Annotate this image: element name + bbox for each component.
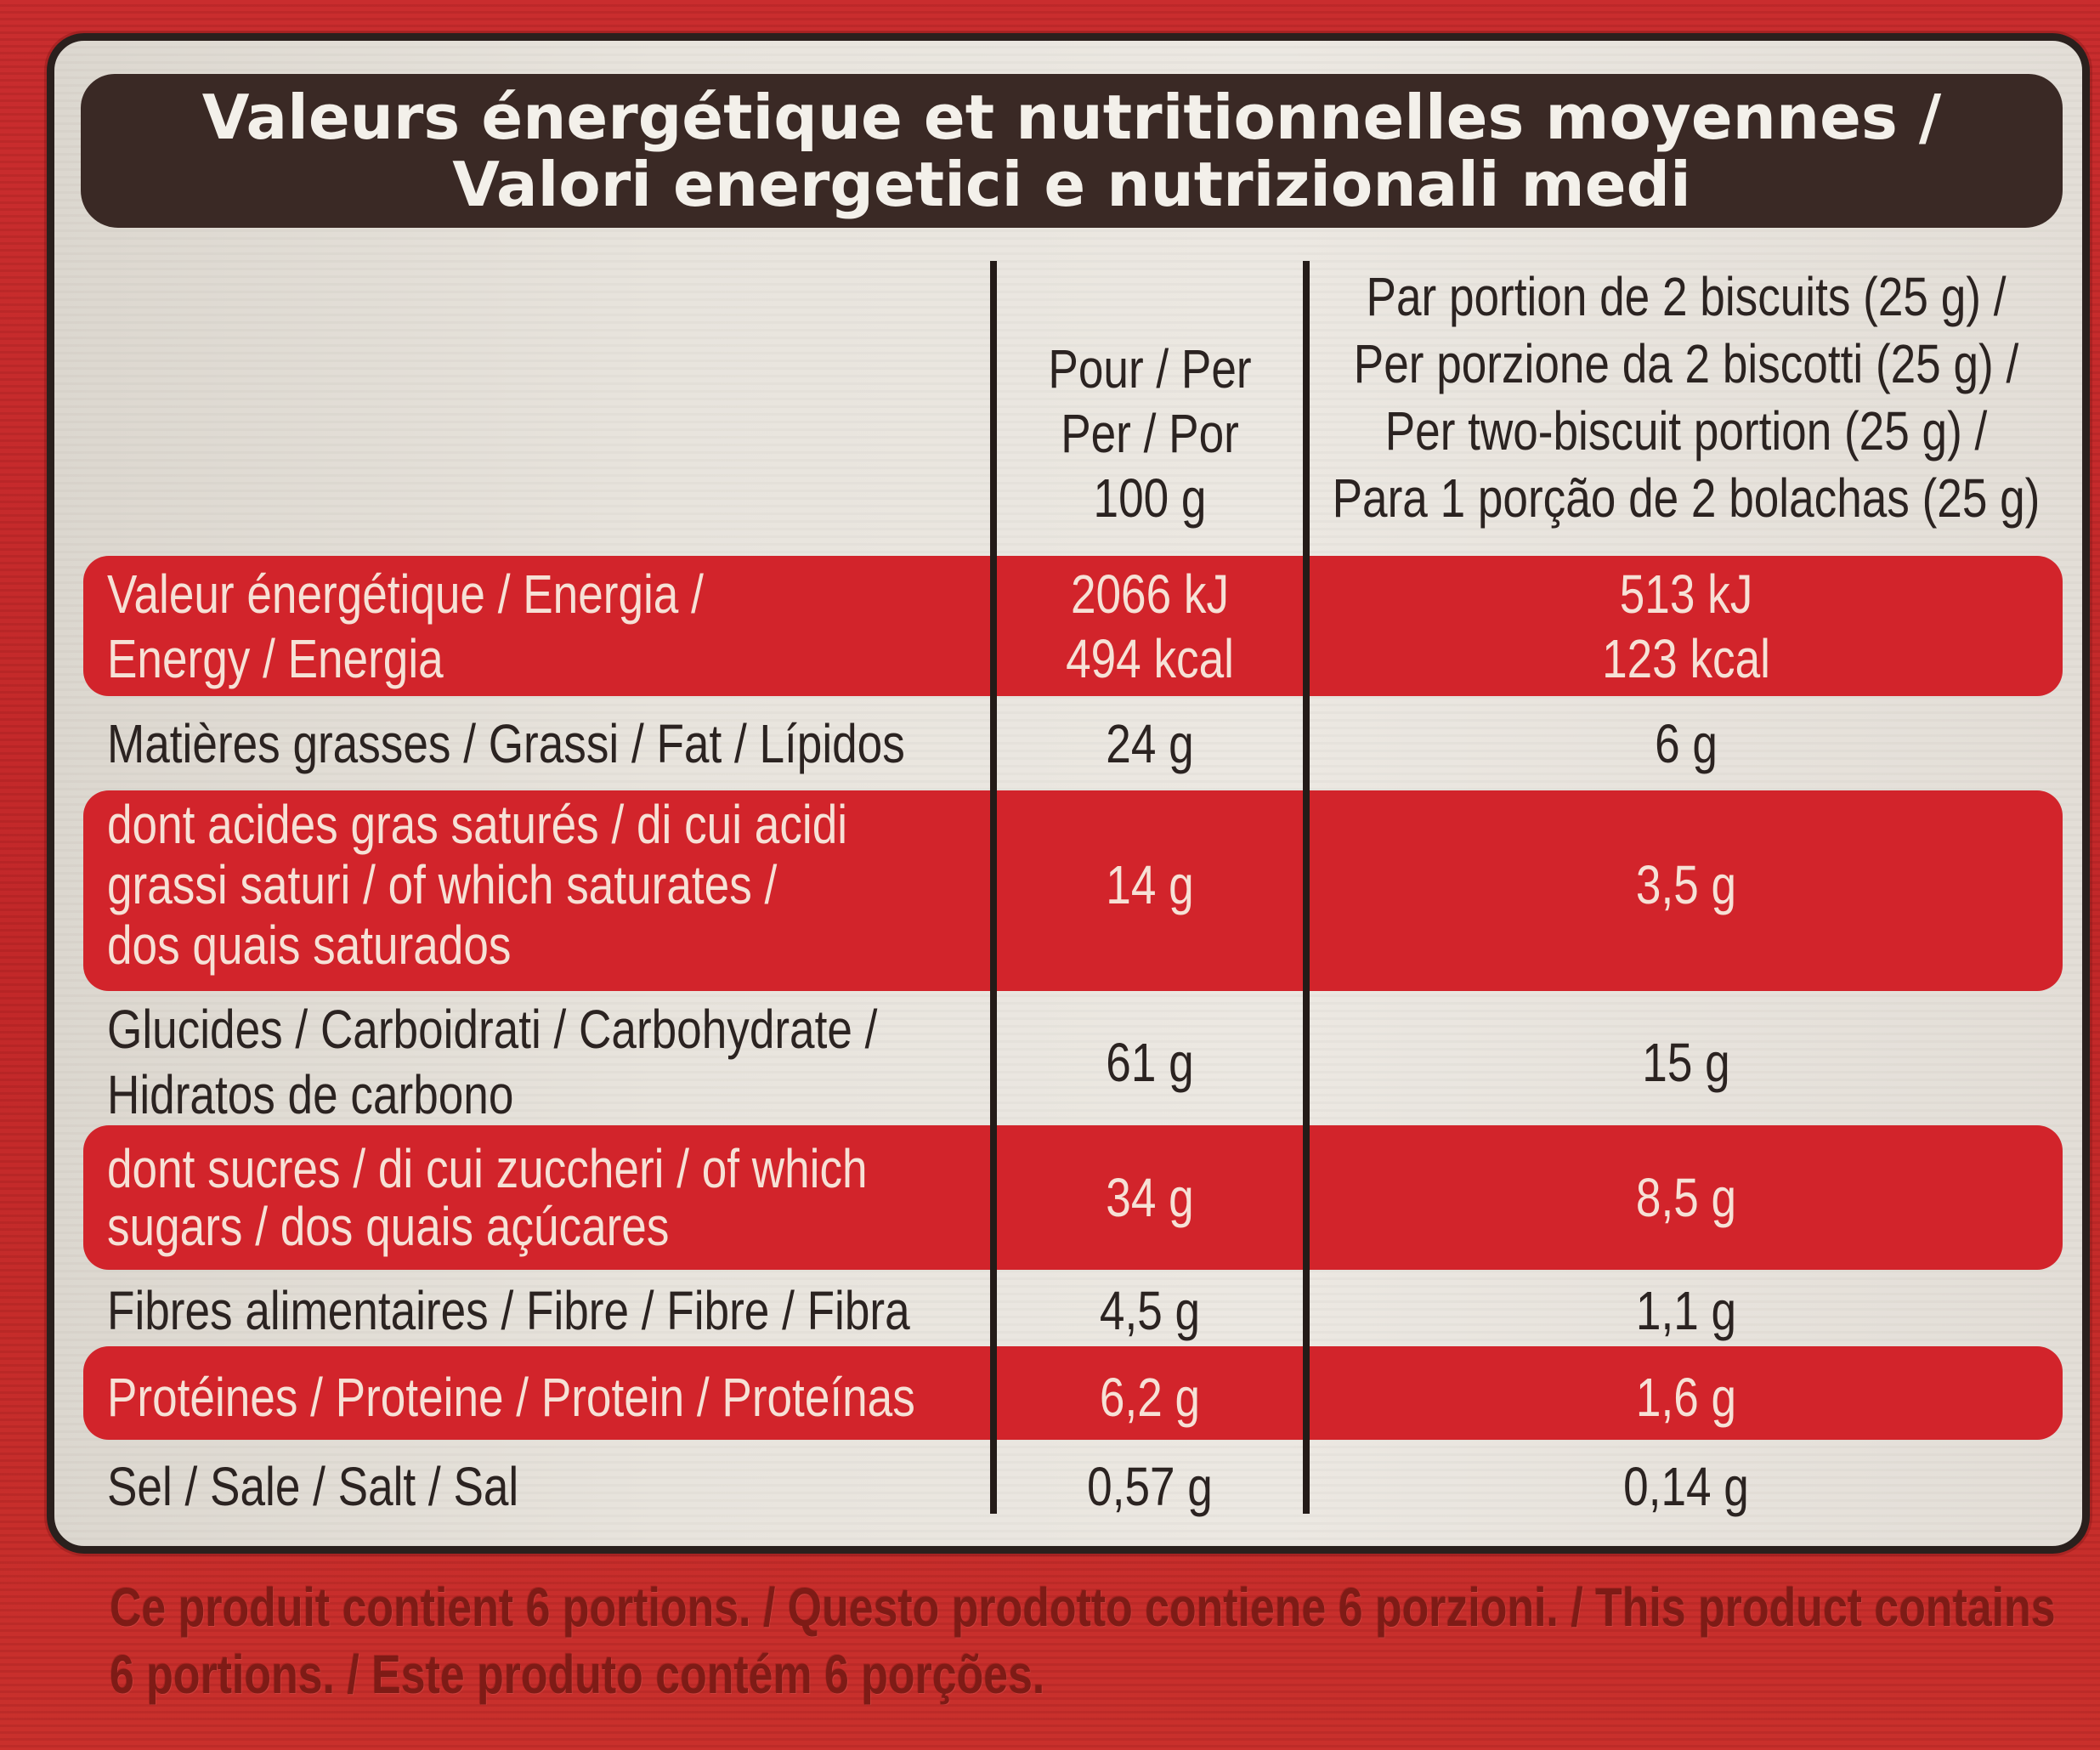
value-line: 123 kcal xyxy=(1602,627,1770,689)
value-line: 0,14 g xyxy=(1623,1456,1749,1517)
nutrient-row-salt: Sel / Sale / Salt / Sal 0,57 g 0,14 g xyxy=(0,1444,2100,1529)
value-per-portion: 8,5 g xyxy=(1312,1125,2060,1270)
value-line: 4,5 g xyxy=(1099,1280,1201,1341)
title-line-it: Valori energetici e nutrizionali medi xyxy=(452,148,1691,220)
nutrient-label: Matières grasses / Grassi / Fat / Lípido… xyxy=(107,696,977,790)
nutrient-label-line: sugars / dos quais açúcares xyxy=(107,1196,670,1257)
column-header-per-100g: Pour / Per Per / Por 100 g xyxy=(1023,337,1277,530)
value-line: 513 kJ xyxy=(1619,563,1753,625)
nutrient-label: dont sucres / di cui zuccheri / of which… xyxy=(107,1125,977,1270)
value-per-100g: 0,57 g xyxy=(1023,1444,1277,1529)
value-line: 61 g xyxy=(1106,1031,1194,1093)
nutrient-label-line: Energy / Energia xyxy=(107,627,444,689)
nutrient-row-protein: Protéines / Proteine / Protein / Proteín… xyxy=(0,1351,2100,1444)
value-per-portion: 1,6 g xyxy=(1312,1351,2060,1444)
nutrient-label: Fibres alimentaires / Fibre / Fibre / Fi… xyxy=(107,1275,977,1346)
nutrient-label-line: Valeur énergétique / Energia / xyxy=(107,563,704,625)
nutrient-row-sugars: dont sucres / di cui zuccheri / of which… xyxy=(0,1125,2100,1270)
row-band-saturates xyxy=(83,790,2063,991)
value-line: 0,57 g xyxy=(1087,1456,1213,1517)
nutrient-label-line: Fibres alimentaires / Fibre / Fibre / Fi… xyxy=(107,1280,910,1341)
nutrient-label-line: Hidratos de carbono xyxy=(107,1064,514,1125)
nutrient-label: Glucides / Carboidrati / Carbohydrate / … xyxy=(107,995,977,1130)
value-per-100g: 6,2 g xyxy=(1023,1351,1277,1444)
nutrient-label-line: Matières grasses / Grassi / Fat / Lípido… xyxy=(107,712,905,774)
value-line: 3,5 g xyxy=(1635,853,1737,915)
value-line: 8,5 g xyxy=(1635,1167,1737,1228)
column-header-line: Per / Por xyxy=(1061,403,1239,464)
nutrient-label-line: dont sucres / di cui zuccheri / of which xyxy=(107,1138,868,1199)
column-header-line: Per two-biscuit portion (25 g) / xyxy=(1384,400,1988,462)
value-per-portion: 6 g xyxy=(1312,696,2060,790)
row-band-energy xyxy=(83,556,2063,696)
value-line: 2066 kJ xyxy=(1070,563,1230,625)
value-line: 6,2 g xyxy=(1099,1367,1201,1428)
value-per-100g: 61 g xyxy=(1023,995,1277,1130)
value-line: 24 g xyxy=(1106,712,1194,774)
column-divider-left xyxy=(990,261,997,1514)
value-per-portion: 1,1 g xyxy=(1312,1275,2060,1346)
table-title: Valeurs énergétique et nutritionnelles m… xyxy=(81,74,2063,228)
portions-note-line: 6 portions. / Este produto contém 6 porç… xyxy=(110,1644,1045,1705)
value-line: 14 g xyxy=(1106,853,1194,915)
portions-note-line: Ce produit contient 6 portions. / Questo… xyxy=(110,1577,2056,1638)
value-line: 6 g xyxy=(1655,712,1718,774)
nutrient-row-saturates: dont acides gras saturés / di cui acidi … xyxy=(0,790,2100,979)
nutrient-label-line: grassi saturi / of which saturates / xyxy=(107,853,778,915)
portions-note: Ce produit contient 6 portions. / Questo… xyxy=(110,1574,2058,1708)
column-header-line: Par portion de 2 biscuits (25 g) / xyxy=(1366,266,2007,327)
nutrient-label-line: dont acides gras saturés / di cui acidi xyxy=(107,793,848,855)
nutrient-label-line: Protéines / Proteine / Protein / Proteín… xyxy=(107,1367,915,1428)
nutrient-label: Sel / Sale / Salt / Sal xyxy=(107,1444,977,1529)
row-band-sugars xyxy=(83,1125,2063,1270)
nutrient-row-fat: Matières grasses / Grassi / Fat / Lípido… xyxy=(0,696,2100,790)
column-header-line: 100 g xyxy=(1093,467,1207,529)
value-per-portion: 3,5 g xyxy=(1312,790,2060,979)
value-line: 1,1 g xyxy=(1635,1280,1737,1341)
value-per-portion: 15 g xyxy=(1312,995,2060,1130)
column-header-line: Para 1 porção de 2 bolachas (25 g) xyxy=(1332,467,2041,529)
column-header-line: Per porzione da 2 biscotti (25 g) / xyxy=(1353,333,2019,394)
column-divider-right xyxy=(1303,261,1310,1514)
nutrient-label: dont acides gras saturés / di cui acidi … xyxy=(107,790,977,979)
value-per-100g: 14 g xyxy=(1023,790,1277,979)
value-per-portion: 513 kJ 123 kcal xyxy=(1312,556,2060,696)
column-header-per-portion: Par portion de 2 biscuits (25 g) / Per p… xyxy=(1312,263,2060,532)
nutrient-row-fibre: Fibres alimentaires / Fibre / Fibre / Fi… xyxy=(0,1275,2100,1346)
nutrient-label: Protéines / Proteine / Protein / Proteín… xyxy=(107,1351,977,1444)
value-line: 1,6 g xyxy=(1635,1367,1737,1428)
nutrient-row-carbohydrate: Glucides / Carboidrati / Carbohydrate / … xyxy=(0,995,2100,1130)
nutrient-label-line: Glucides / Carboidrati / Carbohydrate / xyxy=(107,999,878,1060)
value-line: 494 kcal xyxy=(1066,627,1234,689)
title-line-fr: Valeurs énergétique et nutritionnelles m… xyxy=(201,81,1942,153)
value-line: 34 g xyxy=(1106,1167,1194,1228)
nutrient-label: Valeur énergétique / Energia / Energy / … xyxy=(107,556,977,696)
value-per-portion: 0,14 g xyxy=(1312,1444,2060,1529)
value-per-100g: 24 g xyxy=(1023,696,1277,790)
value-per-100g: 2066 kJ 494 kcal xyxy=(1023,556,1277,696)
value-per-100g: 34 g xyxy=(1023,1125,1277,1270)
value-per-100g: 4,5 g xyxy=(1023,1275,1277,1346)
nutrient-label-line: Sel / Sale / Salt / Sal xyxy=(107,1456,519,1517)
row-band-protein xyxy=(83,1346,2063,1440)
column-header-line: Pour / Per xyxy=(1048,338,1252,399)
nutrient-row-energy: Valeur énergétique / Energia / Energy / … xyxy=(0,556,2100,696)
value-line: 15 g xyxy=(1642,1031,1730,1093)
nutrient-label-line: dos quais saturados xyxy=(107,914,512,976)
